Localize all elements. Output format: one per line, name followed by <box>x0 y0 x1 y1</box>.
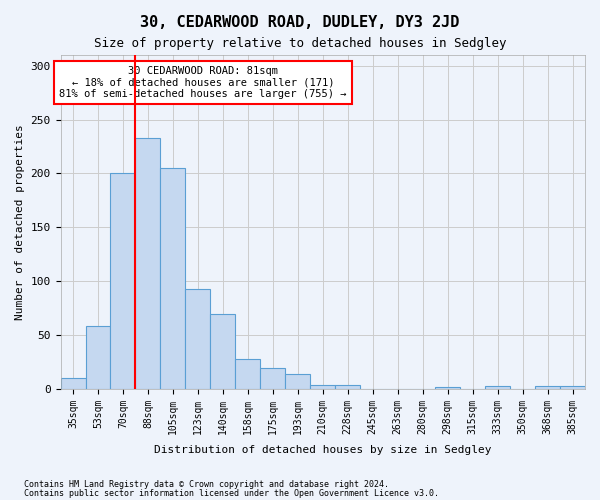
Text: 30, CEDARWOOD ROAD, DUDLEY, DY3 2JD: 30, CEDARWOOD ROAD, DUDLEY, DY3 2JD <box>140 15 460 30</box>
Bar <box>185 288 211 389</box>
Text: Contains public sector information licensed under the Open Government Licence v3: Contains public sector information licen… <box>24 488 439 498</box>
Bar <box>560 386 585 389</box>
Bar <box>286 374 310 389</box>
Text: Size of property relative to detached houses in Sedgley: Size of property relative to detached ho… <box>94 38 506 51</box>
Bar <box>61 378 86 389</box>
X-axis label: Distribution of detached houses by size in Sedgley: Distribution of detached houses by size … <box>154 445 491 455</box>
Bar <box>485 386 510 389</box>
Bar <box>110 174 136 389</box>
Bar <box>260 368 286 389</box>
Bar <box>235 359 260 389</box>
Text: 30 CEDARWOOD ROAD: 81sqm
← 18% of detached houses are smaller (171)
81% of semi-: 30 CEDARWOOD ROAD: 81sqm ← 18% of detach… <box>59 66 347 99</box>
Text: Contains HM Land Registry data © Crown copyright and database right 2024.: Contains HM Land Registry data © Crown c… <box>24 480 389 489</box>
Bar <box>535 386 560 389</box>
Bar <box>211 314 235 389</box>
Bar <box>435 387 460 389</box>
Bar <box>160 168 185 389</box>
Bar <box>136 138 160 389</box>
Bar <box>310 384 335 389</box>
Bar <box>335 384 360 389</box>
Bar <box>86 326 110 389</box>
Y-axis label: Number of detached properties: Number of detached properties <box>15 124 25 320</box>
